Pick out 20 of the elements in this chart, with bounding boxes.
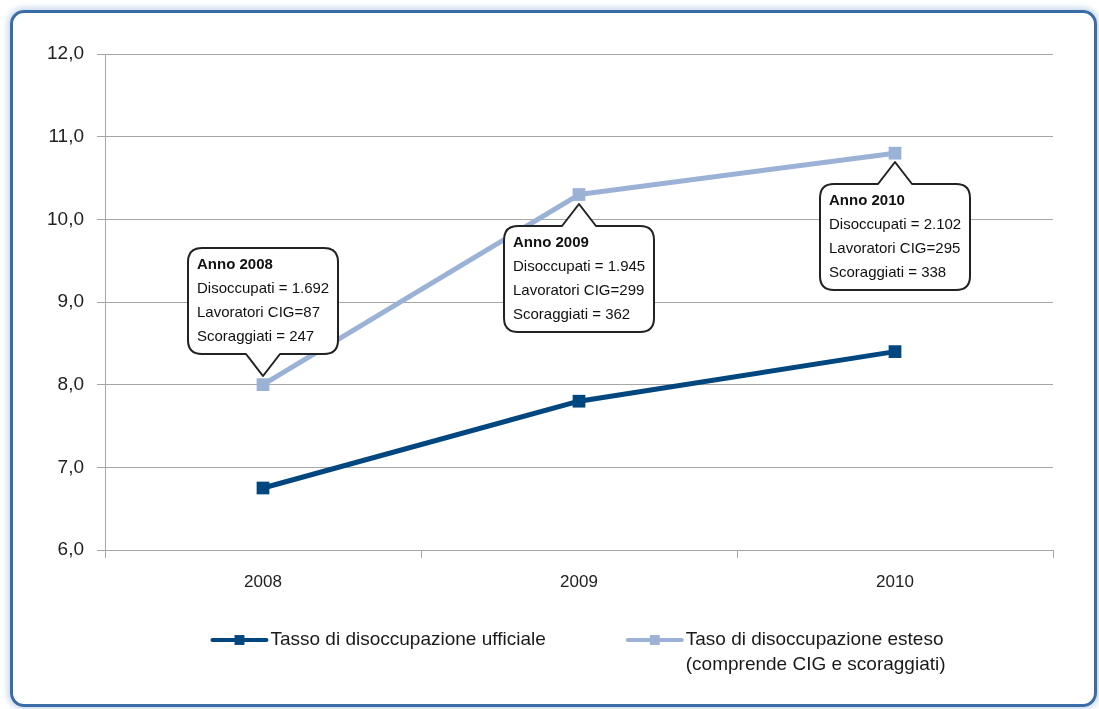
y-tick-label: 9,0: [57, 290, 84, 312]
annotation: Anno 2008 Disoccupati = 1.692 Lavoratori CIG=87 Scoraggiati = 247: [196, 254, 331, 346]
x-tick-label: 2008: [244, 571, 282, 591]
point: [888, 345, 902, 358]
point: [888, 146, 902, 160]
y-tick-label: 11,0: [48, 124, 84, 146]
y-tick-label: 8,0: [57, 372, 84, 394]
y-tick-label: 7,0: [57, 455, 84, 477]
x-tick-label: 2009: [560, 571, 598, 591]
point: [572, 188, 586, 201]
y-tick-label: 6,0: [57, 538, 84, 560]
y-tick-label: 12,0: [47, 42, 84, 64]
legend-label: Tasso di disoccupazione ufficiale: [270, 628, 546, 650]
y-tick-label: 10,0: [47, 207, 84, 229]
point: [256, 378, 270, 392]
x-tick-label: 2010: [876, 571, 914, 591]
annotation: Anno 2010 Disoccupati = 2.102 Lavoratori CIG=295 Scoraggiati = 338: [828, 190, 963, 282]
point: [572, 394, 586, 408]
legend-label: Taso di disoccupazione esteso (comprende CIG e scoraggiati): [685, 628, 946, 675]
annotation: Anno 2009 Disoccupati = 1.945 Lavoratori CIG=299 Scoraggiati = 362: [512, 232, 647, 324]
